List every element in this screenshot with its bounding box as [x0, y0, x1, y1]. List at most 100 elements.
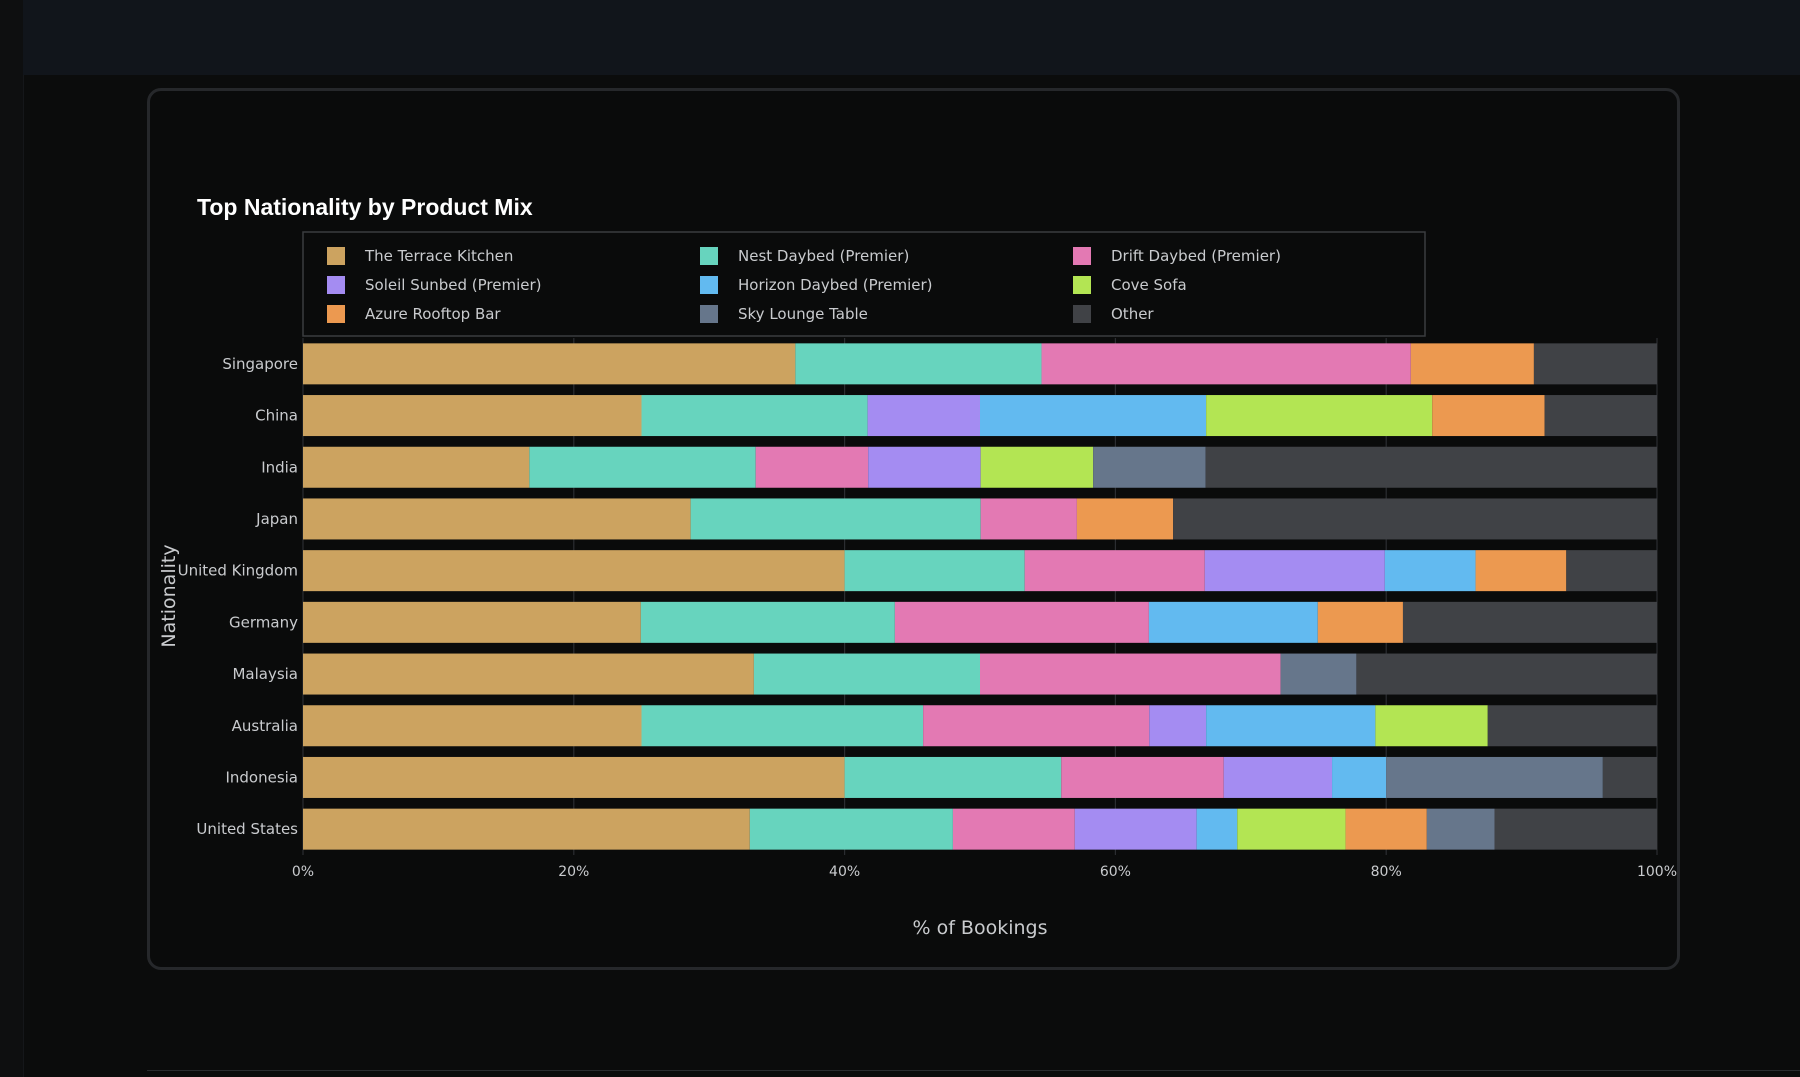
- bar-segment[interactable]: [1061, 756, 1224, 798]
- bar-segment[interactable]: [980, 446, 1094, 488]
- legend-swatch[interactable]: [700, 305, 718, 323]
- bar-segment[interactable]: [303, 446, 530, 488]
- bar-segment[interactable]: [303, 756, 845, 798]
- bar-segment[interactable]: [1149, 705, 1207, 747]
- legend-label[interactable]: Drift Daybed (Premier): [1111, 247, 1281, 265]
- legend-swatch[interactable]: [1073, 276, 1091, 294]
- chart-title: Top Nationality by Product Mix: [197, 194, 533, 220]
- bar-segment[interactable]: [303, 601, 641, 643]
- bar-segment[interactable]: [1204, 550, 1385, 592]
- bars: [303, 343, 1657, 850]
- bar-segment[interactable]: [1196, 808, 1238, 850]
- legend-swatch[interactable]: [327, 276, 345, 294]
- legend-box: [302, 231, 1426, 337]
- bar-segment[interactable]: [690, 498, 981, 540]
- bar-segment[interactable]: [641, 395, 868, 437]
- bar-segment[interactable]: [1024, 550, 1205, 592]
- legend-swatch[interactable]: [700, 276, 718, 294]
- bar-segment[interactable]: [844, 756, 1062, 798]
- bar-segment[interactable]: [1544, 395, 1657, 437]
- legend-swatch[interactable]: [327, 305, 345, 323]
- bar-segment[interactable]: [1475, 550, 1567, 592]
- bar-segment[interactable]: [1384, 550, 1476, 592]
- bar-segment[interactable]: [1426, 808, 1495, 850]
- bar-segment[interactable]: [980, 395, 1207, 437]
- bar-segment[interactable]: [529, 446, 756, 488]
- bar-segment[interactable]: [303, 395, 642, 437]
- bar-segment[interactable]: [923, 705, 1150, 747]
- bar-segment[interactable]: [1345, 808, 1427, 850]
- bar-segment[interactable]: [753, 653, 980, 695]
- category-label: Japan: [255, 510, 298, 528]
- bar-segment[interactable]: [952, 808, 1075, 850]
- bar-segment[interactable]: [1332, 756, 1387, 798]
- bar-segment[interactable]: [894, 601, 1149, 643]
- bar-segment[interactable]: [980, 653, 1281, 695]
- bar-segment[interactable]: [1317, 601, 1403, 643]
- bar-segment[interactable]: [1093, 446, 1206, 488]
- bar-segment[interactable]: [1602, 756, 1657, 798]
- y-axis-tick-labels: Singapore China India Japan United Kingdom Ge…: [178, 355, 299, 838]
- bar-segment[interactable]: [303, 705, 642, 747]
- bar-segment[interactable]: [844, 550, 1025, 592]
- bar-segment[interactable]: [795, 343, 1042, 385]
- bar-segment[interactable]: [1223, 756, 1333, 798]
- bar-segment[interactable]: [1410, 343, 1534, 385]
- bar-segment[interactable]: [641, 705, 924, 747]
- bar-segment[interactable]: [867, 395, 980, 437]
- legend-swatch[interactable]: [1073, 305, 1091, 323]
- category-label: Germany: [229, 613, 298, 631]
- bar-segment[interactable]: [303, 550, 845, 592]
- category-label: Malaysia: [232, 665, 298, 683]
- bar-segment[interactable]: [303, 653, 754, 695]
- bar-segment[interactable]: [1487, 705, 1657, 747]
- category-label: China: [255, 407, 298, 425]
- bar-segment[interactable]: [1205, 446, 1657, 488]
- bar-segment[interactable]: [1280, 653, 1357, 695]
- bar-segment[interactable]: [1386, 756, 1603, 798]
- legend-swatch[interactable]: [700, 247, 718, 265]
- x-axis-title: % of Bookings: [912, 917, 1047, 939]
- bar-segment[interactable]: [303, 343, 796, 385]
- legend-label[interactable]: Other: [1111, 305, 1154, 323]
- legend-label[interactable]: Cove Sofa: [1111, 276, 1187, 294]
- bar-segment[interactable]: [868, 446, 981, 488]
- bar-segment[interactable]: [640, 601, 895, 643]
- bar-segment[interactable]: [1432, 395, 1545, 437]
- bar-segment[interactable]: [303, 498, 691, 540]
- legend-swatch[interactable]: [327, 247, 345, 265]
- x-tick-label: 80%: [1371, 864, 1402, 880]
- bar-segment[interactable]: [1494, 808, 1657, 850]
- bar-segment[interactable]: [755, 446, 869, 488]
- bar-segment[interactable]: [1533, 343, 1657, 385]
- bar-segment[interactable]: [1356, 653, 1657, 695]
- category-label: United States: [196, 820, 298, 838]
- legend-label[interactable]: Horizon Daybed (Premier): [738, 276, 933, 294]
- bar-segment[interactable]: [1076, 498, 1174, 540]
- bar-segment[interactable]: [1402, 601, 1657, 643]
- bar-segment[interactable]: [303, 808, 750, 850]
- category-label: Indonesia: [225, 768, 298, 786]
- legend-label[interactable]: Azure Rooftop Bar: [365, 305, 501, 323]
- x-tick-label: 40%: [829, 864, 860, 880]
- x-tick-label: 100%: [1637, 864, 1677, 880]
- bar-segment[interactable]: [1206, 395, 1433, 437]
- bar-segment[interactable]: [1375, 705, 1488, 747]
- bar-segment[interactable]: [1041, 343, 1411, 385]
- category-label: India: [261, 458, 298, 476]
- bar-segment[interactable]: [1566, 550, 1657, 592]
- legend-label[interactable]: Nest Daybed (Premier): [738, 247, 909, 265]
- legend-swatch[interactable]: [1073, 247, 1091, 265]
- legend-label[interactable]: Soleil Sunbed (Premier): [365, 276, 542, 294]
- bar-segment[interactable]: [980, 498, 1077, 540]
- bar-segment[interactable]: [1148, 601, 1318, 643]
- y-axis-title: Nationality: [158, 544, 180, 647]
- legend-label[interactable]: Sky Lounge Table: [738, 305, 868, 323]
- bar-segment[interactable]: [1206, 705, 1376, 747]
- bar-segment[interactable]: [1173, 498, 1657, 540]
- bar-segment[interactable]: [749, 808, 953, 850]
- bar-segment[interactable]: [1074, 808, 1197, 850]
- bar-segment[interactable]: [1237, 808, 1346, 850]
- legend-label[interactable]: The Terrace Kitchen: [364, 247, 513, 265]
